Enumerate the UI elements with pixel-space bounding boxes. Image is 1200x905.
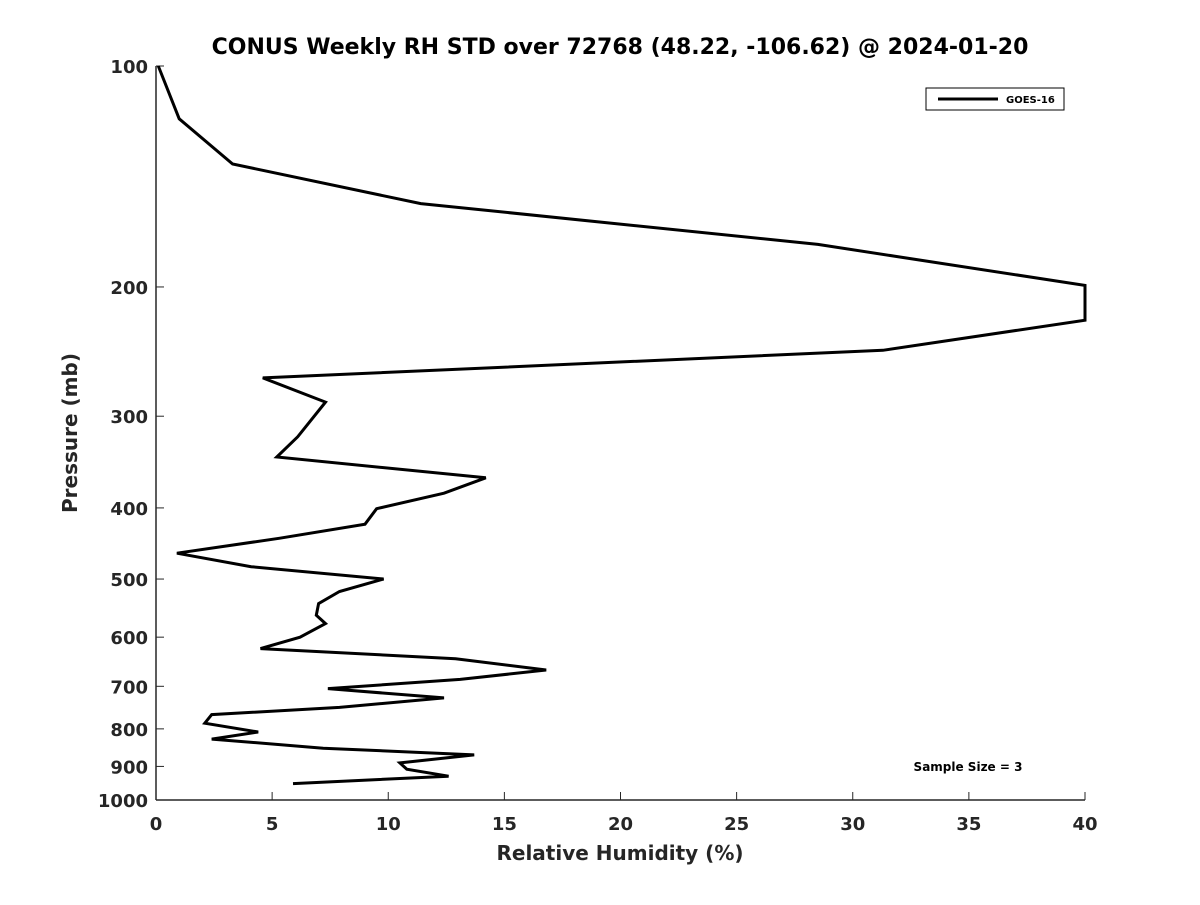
y-tick-label: 1000 <box>98 791 148 812</box>
x-tick-label: 30 <box>840 814 865 835</box>
x-tick-label: 15 <box>492 814 517 835</box>
x-tick-label: 5 <box>266 814 279 835</box>
x-axis-label: Relative Humidity (%) <box>496 841 743 865</box>
y-tick-label: 600 <box>110 628 148 649</box>
y-tick-label: 400 <box>110 499 148 520</box>
y-axis-label: Pressure (mb) <box>58 353 82 513</box>
series-layer <box>156 65 1087 786</box>
y-tick-label: 900 <box>110 757 148 778</box>
y-tick-label: 100 <box>110 57 148 78</box>
legend: GOES-16 <box>925 87 1065 111</box>
y-tick-label: 700 <box>110 677 148 698</box>
x-tick-label: 20 <box>608 814 633 835</box>
x-tick-label: 25 <box>724 814 749 835</box>
y-tick-label: 200 <box>110 278 148 299</box>
y-tick-label: 500 <box>110 570 148 591</box>
sample-size-annotation: Sample Size = 3 <box>914 760 1023 774</box>
chart-title: CONUS Weekly RH STD over 72768 (48.22, -… <box>212 35 1029 60</box>
x-tick-label: 10 <box>376 814 401 835</box>
x-tick-label: 40 <box>1072 814 1097 835</box>
legend-label-goes-16: GOES-16 <box>1006 95 1055 106</box>
y-tick-label: 800 <box>110 720 148 741</box>
series-line-goes-16 <box>156 65 1087 786</box>
x-tick-label: 35 <box>956 814 981 835</box>
axes: 0 5 10 15 20 25 30 35 40 100 200 300 400 500 600 700 800… <box>98 57 1098 835</box>
x-tick-label: 0 <box>150 814 163 835</box>
y-tick-label: 300 <box>110 407 148 428</box>
